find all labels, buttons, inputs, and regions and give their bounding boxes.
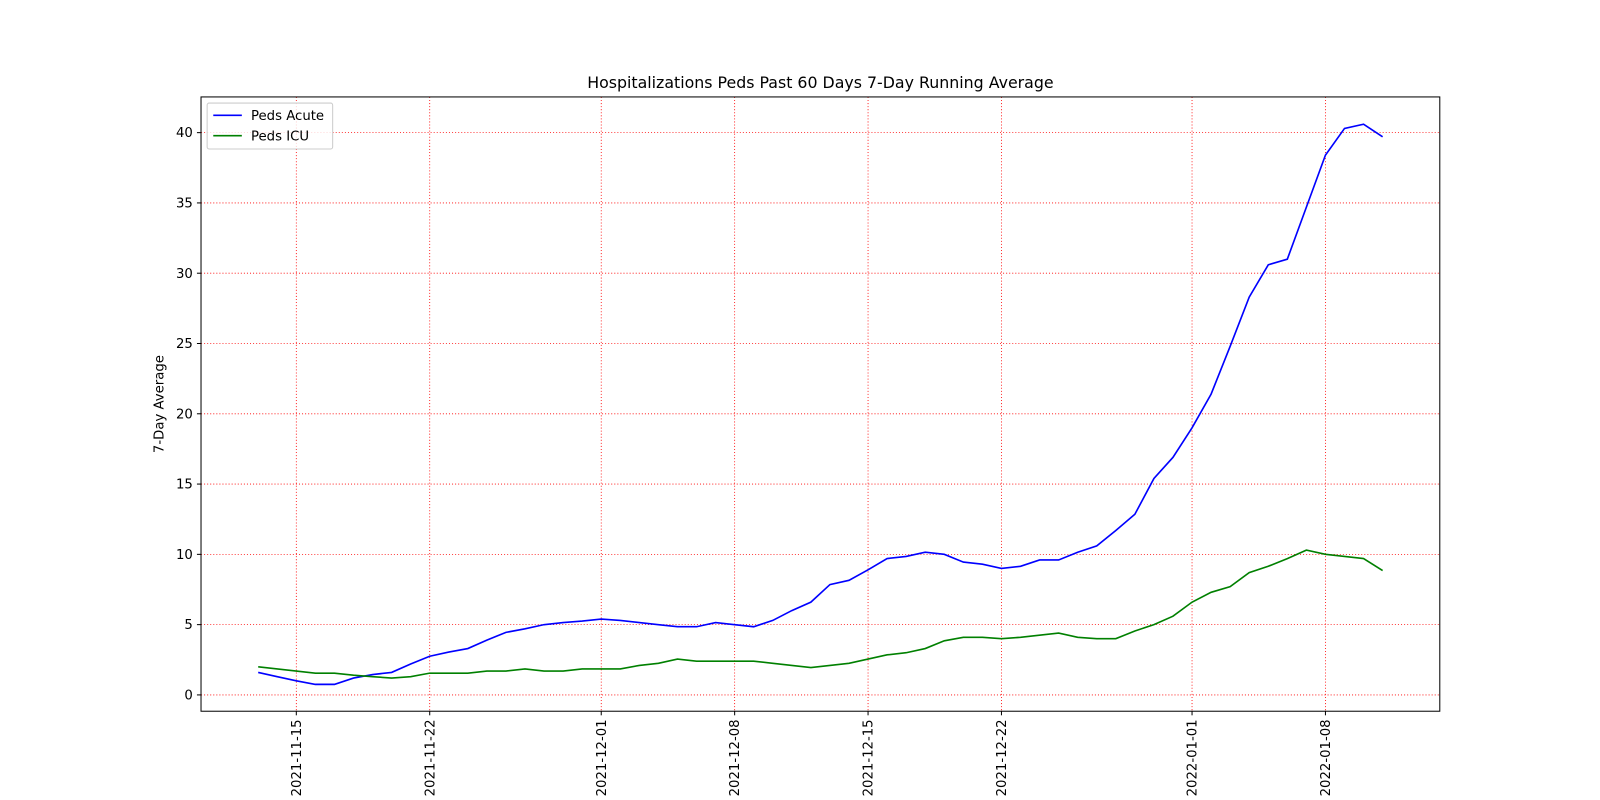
y-tick-label: 20 — [176, 407, 193, 422]
x-tick-label: 2021-12-08 — [728, 719, 743, 796]
x-tick-label: 2021-12-15 — [862, 719, 877, 796]
line — [258, 549, 1384, 679]
y-tick-label: 30 — [176, 267, 193, 282]
y-tick-label: 15 — [176, 478, 193, 493]
y-tick-label: 25 — [176, 337, 193, 352]
plot-frame — [200, 96, 1441, 712]
x-tick-label: 2022-01-08 — [1319, 719, 1334, 796]
legend-label: Peds ICU — [251, 129, 309, 144]
y-tick-label: 40 — [176, 126, 193, 141]
y-tick-label: 0 — [184, 689, 192, 704]
legend-label: Peds Acute — [251, 109, 324, 124]
y-tick-label: 10 — [176, 548, 193, 563]
line — [258, 123, 1384, 686]
x-tick-label: 2021-12-01 — [595, 719, 610, 796]
y-tick-label: 35 — [176, 197, 193, 212]
x-tick-label: 2021-11-22 — [423, 719, 438, 796]
chart-title: Hospitalizations Peds Past 60 Days 7-Day… — [587, 73, 1053, 92]
x-tick-label: 2022-01-01 — [1186, 719, 1201, 796]
y-axis-label: 7-Day Average — [152, 355, 167, 453]
x-tick-label: 2021-12-22 — [995, 719, 1010, 796]
y-tick-label: 5 — [184, 618, 192, 633]
x-tick-label: 2021-11-15 — [290, 719, 305, 796]
